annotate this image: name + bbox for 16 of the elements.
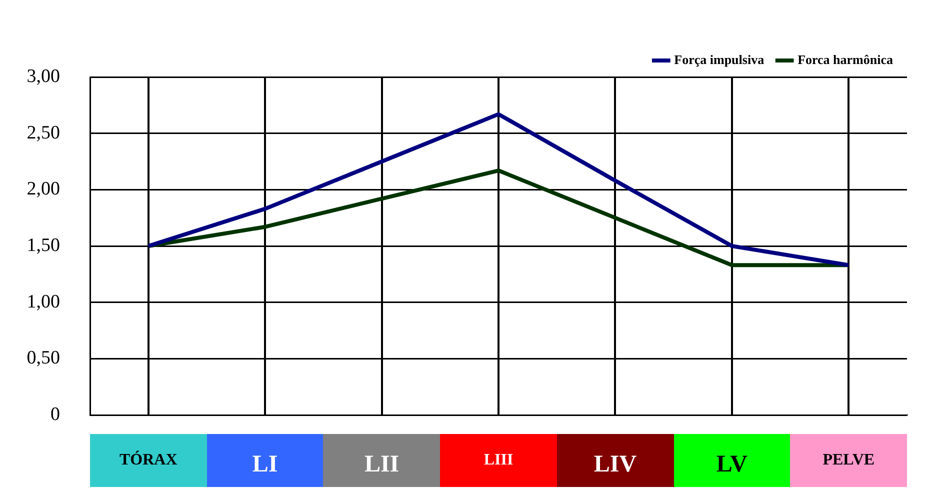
x-tick-label: LV [716,452,748,478]
x-tick-label: LIII [484,452,514,469]
x-tick-label: LIV [594,452,638,478]
x-tick-label: LII [364,452,400,478]
x-tick-label: TÓRAX [119,450,178,469]
legend-label: Forca harmônica [798,52,894,67]
y-tick-label: 0 [50,404,60,425]
x-tick-label: LI [252,452,278,478]
x-tick-label: PELVE [822,452,875,469]
y-tick-label: 1,00 [26,291,60,312]
y-tick-label: 0,50 [26,348,60,369]
legend-label: Força impulsiva [674,52,765,67]
y-tick-label: 2,00 [26,178,60,200]
y-tick-label: 1,50 [26,234,60,256]
y-tick-label: 3,00 [26,66,60,87]
y-tick-label: 2,50 [26,122,60,144]
